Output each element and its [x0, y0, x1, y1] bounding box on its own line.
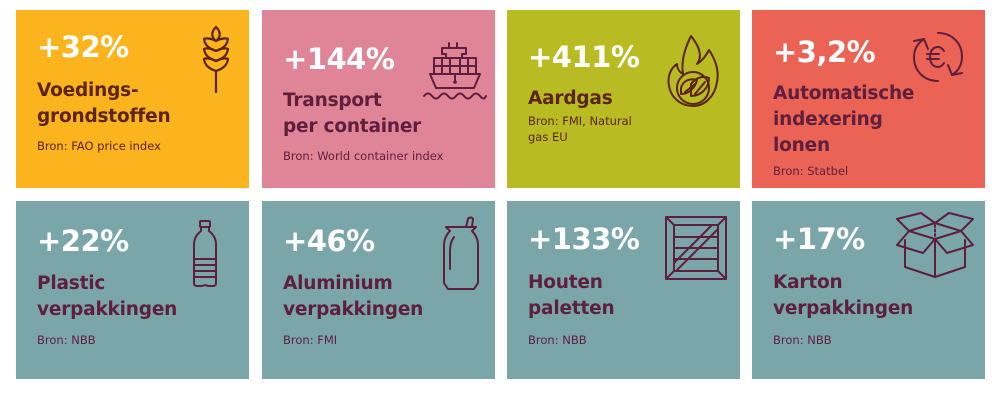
euro-cycle-icon [908, 27, 968, 87]
source-text: Bron: FMI, Natural gas EU [528, 114, 632, 144]
source-text: Bron: NBB [528, 333, 587, 347]
title-line: lonen [773, 135, 830, 156]
aluminium-can-icon [442, 215, 482, 295]
title-line: verpakkingen [37, 299, 178, 320]
percent-value: +32% [37, 30, 129, 64]
title-line: Plastic [37, 273, 106, 294]
price-increase-grid: +32% Voedings- grondstoffen Bron: FAO pr… [16, 10, 986, 380]
tile-houten-paletten: +133% Houten paletten Bron: NBB [507, 201, 740, 379]
wheat-icon [199, 24, 233, 94]
percent-value: +144% [283, 42, 395, 76]
tile-title: Houten paletten [528, 270, 728, 322]
title-line: Aluminium [283, 273, 393, 294]
percent-value: +17% [773, 222, 865, 256]
percent-value: +22% [37, 224, 129, 258]
percent-value: +3,2% [773, 35, 876, 69]
source-text: Bron: FAO price index [37, 139, 161, 153]
source-text: Bron: World container index [283, 149, 444, 163]
title-line: Houten [528, 272, 603, 293]
tile-title: Transport per container [283, 88, 483, 140]
percent-value: +46% [283, 224, 375, 258]
tile-aluminium-verpakkingen: +46% Aluminium verpakkingen Bron: FMI [262, 201, 495, 379]
percent-value: +133% [528, 222, 640, 256]
container-ship-icon [422, 40, 488, 102]
plastic-bottle-icon [192, 219, 218, 289]
title-line: per container [283, 116, 422, 137]
title-line: Automatische [773, 83, 915, 104]
source-text: Bron: NBB [37, 333, 96, 347]
tile-transport-per-container: +144% Transport per container Bron: Worl… [262, 10, 495, 188]
tile-title: Karton verpakkingen [773, 270, 973, 322]
cardboard-box-icon [895, 211, 975, 281]
tile-title: Aluminium verpakkingen [283, 271, 483, 323]
tile-title: Automatische indexering lonen [773, 81, 973, 159]
title-line: verpakkingen [283, 299, 424, 320]
tile-aardgas: +411% Aardgas Bron: FMI, Natural gas EU [507, 10, 740, 188]
tile-voedingsgrondstoffen: +32% Voedings- grondstoffen Bron: FAO pr… [16, 10, 249, 188]
title-line: verpakkingen [773, 298, 914, 319]
title-line: Aardgas [528, 88, 613, 109]
tile-karton-verpakkingen: +17% Karton verpakkingen Bron: NBB [752, 201, 985, 379]
tile-title: Plastic verpakkingen [37, 271, 237, 323]
flame-leaf-icon [667, 32, 719, 110]
title-line: Transport [283, 90, 382, 111]
tile-automatische-indexering-lonen: +3,2% Automatische indexering lonen Bron… [752, 10, 985, 188]
title-line: Voedings- [37, 80, 139, 101]
tile-plastic-verpakkingen: +22% Plastic verpakkingen Bron: NBB [16, 201, 249, 379]
source-text: Bron: FMI [283, 333, 338, 347]
source-text: Bron: NBB [773, 333, 832, 347]
percent-value: +411% [528, 40, 640, 74]
title-line: paletten [528, 298, 615, 319]
tile-title: Aardgas [528, 86, 728, 112]
title-line: grondstoffen [37, 106, 171, 127]
wooden-crate-icon [664, 215, 728, 281]
tile-title: Voedings- grondstoffen [37, 78, 237, 130]
title-line: Karton [773, 272, 843, 293]
source-text: Bron: Statbel [773, 164, 849, 178]
title-line: indexering [773, 109, 883, 130]
